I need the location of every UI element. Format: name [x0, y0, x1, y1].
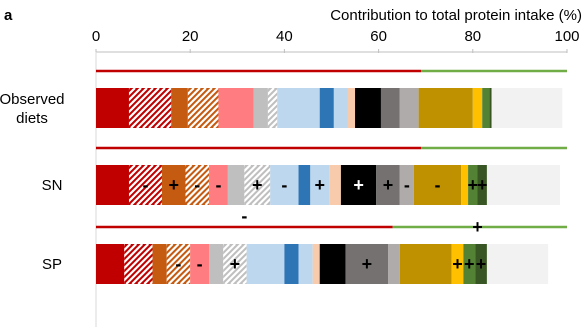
- bar-segment: [399, 88, 419, 128]
- bar-segment: [209, 244, 224, 284]
- segment-change-sign: +: [383, 175, 394, 195]
- category-label: diets: [16, 110, 48, 127]
- bar-segment: [489, 88, 492, 128]
- bar-segment: [388, 244, 400, 284]
- panel-label: a: [4, 7, 13, 24]
- bar-segment: [319, 244, 346, 284]
- segment-change-sign: +: [252, 175, 263, 195]
- bar-row: Observed diets: [0, 69, 567, 128]
- hatch-stripes: [267, 88, 278, 128]
- x-tick-label: 100: [554, 28, 579, 45]
- bar-segment: [418, 88, 473, 128]
- bar-segment: [253, 88, 268, 128]
- hatch-stripes: [128, 88, 172, 128]
- x-axis-title: Contribution to total protein intake (%): [330, 7, 582, 24]
- bar-segment: [298, 244, 313, 284]
- bar-segment: [486, 244, 549, 284]
- bar-segment: [451, 244, 464, 284]
- segment-change-sign: +: [468, 175, 479, 195]
- bar-segment: [246, 244, 285, 284]
- segment-change-sign: +: [452, 254, 463, 274]
- bar-segment: [312, 244, 320, 284]
- segment-change-sign: +: [476, 254, 487, 274]
- bar-segment: [347, 88, 356, 128]
- category-label: Observed: [0, 91, 65, 108]
- bar-segment: [227, 165, 245, 205]
- bar-segment: [477, 165, 487, 205]
- bar-segment: [284, 244, 299, 284]
- bar-segment: [399, 165, 414, 205]
- hatch-stripes: [244, 165, 271, 205]
- bar-segment: [482, 88, 490, 128]
- category-label: SP: [42, 256, 62, 273]
- segment-change-sign: -: [434, 175, 440, 195]
- bar-segment: [399, 244, 452, 284]
- bar-segment: [329, 165, 341, 205]
- bar-row: SP-+- - + + + + +: [42, 206, 567, 284]
- bar-segment: [380, 88, 400, 128]
- segment-change-sign: +: [353, 175, 364, 195]
- x-tick-label: 80: [464, 28, 481, 45]
- animal-change-sign: -: [241, 206, 247, 226]
- segment-change-sign: +: [477, 175, 488, 195]
- hatch-stripes: [223, 244, 247, 284]
- bar-segment: [190, 244, 210, 284]
- bar-segment: [486, 165, 560, 205]
- bar-segment: [277, 88, 320, 128]
- bar-segment: [463, 244, 476, 284]
- segment-change-sign: +: [362, 254, 373, 274]
- x-tick-label: 40: [276, 28, 293, 45]
- segment-change-sign: -: [404, 175, 410, 195]
- plant-change-sign: +: [472, 217, 483, 237]
- bar-segment: [270, 165, 299, 205]
- segment-change-sign: -: [281, 175, 287, 195]
- bar-segment: [340, 165, 377, 205]
- bar-segment: [413, 165, 462, 205]
- segment-change-sign: +: [314, 175, 325, 195]
- bar-segment: [461, 165, 469, 205]
- bar-segment: [218, 88, 254, 128]
- x-tick-label: 0: [92, 28, 100, 45]
- segment-change-sign: +: [168, 175, 179, 195]
- segment-change-sign: -: [197, 254, 203, 274]
- bar-segment: [376, 165, 400, 205]
- bar-segment: [96, 244, 125, 284]
- bar-segment: [345, 244, 389, 284]
- hatch-stripes: [166, 244, 191, 284]
- bar-segment: [96, 165, 129, 205]
- hatch-stripes: [124, 244, 153, 284]
- segment-change-sign: +: [230, 254, 241, 274]
- segment-change-sign: -: [142, 175, 148, 195]
- bar-segment: [96, 88, 129, 128]
- segment-change-sign: -: [194, 175, 200, 195]
- bar-segment: [491, 88, 563, 128]
- bar-segment: [472, 88, 483, 128]
- bar-segment: [333, 88, 348, 128]
- bar-segment: [209, 165, 228, 205]
- hatch-stripes: [187, 88, 219, 128]
- bar-segment: [298, 165, 311, 205]
- x-tick-label: 20: [182, 28, 199, 45]
- x-tick-label: 60: [370, 28, 387, 45]
- bar-segment: [152, 244, 167, 284]
- bar-segment: [475, 244, 487, 284]
- segment-change-sign: +: [464, 254, 475, 274]
- bar-row: SN - + - - + - + + + - - ++: [42, 146, 567, 205]
- category-label: SN: [42, 177, 63, 194]
- segment-change-sign: -: [175, 254, 181, 274]
- bar-segment: [355, 88, 381, 128]
- bar-segment: [161, 165, 186, 205]
- bar-segment: [319, 88, 334, 128]
- segment-change-sign: -: [215, 175, 221, 195]
- hatch-stripes: [128, 165, 162, 205]
- hatch-stripes: [185, 165, 210, 205]
- x-axis-ticks: 0 20 40 60 80 100: [92, 28, 580, 53]
- bar-segment: [171, 88, 188, 128]
- bar-segment: [310, 165, 330, 205]
- bar-segment: [468, 165, 478, 205]
